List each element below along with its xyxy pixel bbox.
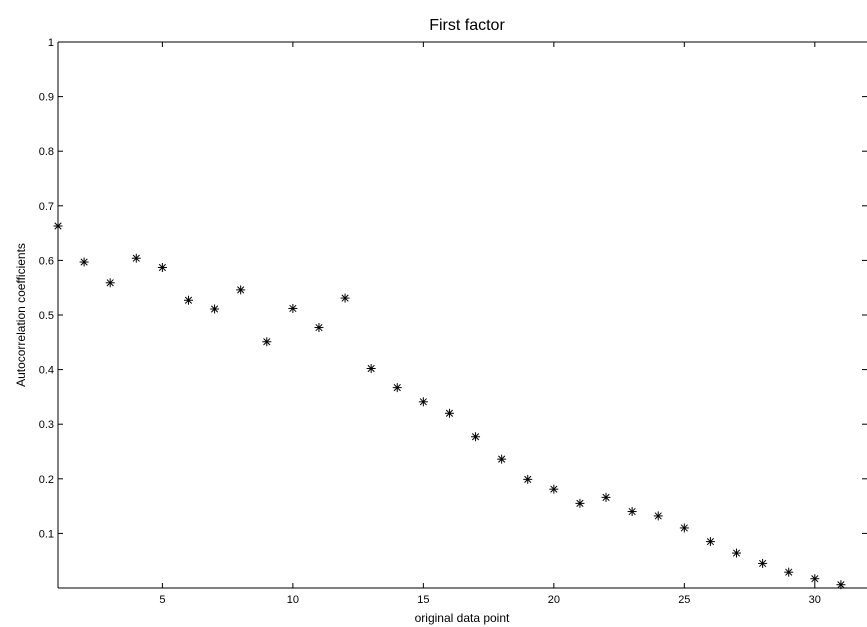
plot-area — [58, 42, 867, 588]
data-point — [53, 221, 63, 231]
x-tick-label: 30 — [809, 594, 821, 606]
data-point — [157, 262, 167, 272]
x-tick-label: 15 — [417, 594, 429, 606]
y-tick-label: 0.7 — [39, 201, 54, 213]
data-point — [314, 323, 324, 333]
data-point — [705, 537, 715, 547]
data-point — [784, 567, 794, 577]
y-tick-label: 1 — [48, 37, 54, 49]
y-tick-label: 0.1 — [39, 528, 54, 540]
chart-title: First factor — [429, 17, 505, 34]
y-axis-ticks: 0.1 0.2 0.3 0.4 0.5 0.6 0.7 0.8 0.9 1 — [39, 37, 867, 540]
data-point — [210, 304, 220, 314]
y-tick-label: 0.4 — [39, 365, 54, 377]
x-tick-label: 10 — [287, 594, 299, 606]
data-point — [523, 474, 533, 484]
data-point — [575, 498, 585, 508]
data-point — [653, 511, 663, 521]
x-axis-ticks: 5 10 15 20 25 30 — [159, 42, 821, 606]
x-tick-label: 20 — [548, 594, 560, 606]
data-point — [236, 285, 246, 295]
data-point — [836, 580, 846, 590]
data-point — [471, 432, 481, 442]
data-point — [340, 293, 350, 303]
data-point — [79, 257, 89, 267]
data-point — [418, 397, 428, 407]
data-point — [366, 364, 376, 374]
data-point — [262, 337, 272, 347]
data-point — [444, 408, 454, 418]
data-point — [627, 507, 637, 517]
x-tick-label: 25 — [678, 594, 690, 606]
y-tick-label: 0.8 — [39, 146, 54, 158]
data-point — [105, 278, 115, 288]
data-point — [549, 484, 559, 494]
y-tick-label: 0.2 — [39, 474, 54, 486]
y-tick-label: 0.9 — [39, 92, 54, 104]
x-axis-label: original data point — [415, 611, 510, 625]
data-point — [288, 303, 298, 313]
y-tick-label: 0.5 — [39, 310, 54, 322]
y-axis-label: Autocorrelation coefficients — [14, 243, 28, 387]
y-tick-label: 0.3 — [39, 419, 54, 431]
data-point — [183, 295, 193, 305]
data-point — [392, 383, 402, 393]
data-points — [53, 221, 846, 590]
data-point — [601, 492, 611, 502]
data-point — [497, 454, 507, 464]
data-point — [810, 574, 820, 584]
data-point — [679, 523, 689, 533]
data-point — [758, 558, 768, 568]
data-point — [732, 548, 742, 558]
data-point — [131, 253, 141, 263]
y-tick-label: 0.6 — [39, 255, 54, 267]
x-tick-label: 5 — [159, 594, 165, 606]
